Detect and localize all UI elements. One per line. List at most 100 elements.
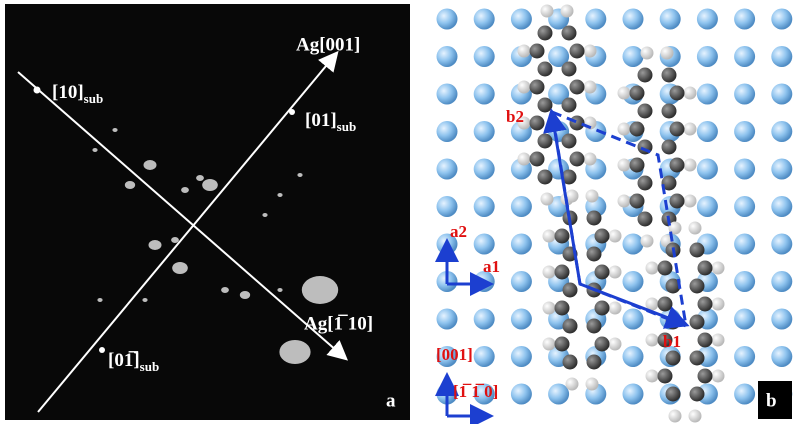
silver-atom [623,384,644,405]
direction-label: Ag[1̅ 10] [304,313,373,334]
carbon-atom [570,44,585,59]
carbon-atom [666,387,681,402]
carbon-atom [562,98,577,113]
hydrogen-atom [618,195,631,208]
silver-atom [623,46,644,67]
hydrogen-atom [641,47,654,60]
hydrogen-atom [712,298,725,311]
hydrogen-atom [646,370,659,383]
hydrogen-atom [712,262,725,275]
hydrogen-atom [684,159,697,172]
vector-label: b2 [506,107,524,126]
carbon-atom [638,104,653,119]
carbon-atom [658,369,673,384]
carbon-atom [587,247,602,262]
silver-atom [771,159,792,180]
silver-atom [511,271,532,292]
carbon-atom [563,319,578,334]
carbon-atom [587,355,602,370]
hydrogen-atom [543,302,556,315]
silver-atom [734,271,755,292]
figure: Ag[001] Ag[1̅ 10] [10]sub [01]sub [01̅]s… [0,0,797,424]
carbon-atom [538,134,553,149]
hydrogen-atom [618,87,631,100]
silver-atom [474,159,495,180]
carbon-atom [555,337,570,352]
silver-atom [437,9,458,30]
carbon-atom [658,297,673,312]
carbon-atom [670,122,685,137]
silver-atom [771,346,792,367]
silver-atom [548,384,569,405]
carbon-atom [698,369,713,384]
silver-atom [771,9,792,30]
silver-atom [437,309,458,330]
carbon-atom [670,194,685,209]
hydrogen-atom [541,5,554,18]
carbon-atom [690,279,705,294]
silver-atom [437,46,458,67]
silver-atom [511,309,532,330]
leed-spot [181,187,189,193]
molecule [618,47,697,248]
silver-atom [474,196,495,217]
spot-marker [99,347,105,353]
hydrogen-atom [518,153,531,166]
leed-spot [277,193,282,197]
carbon-atom [570,152,585,167]
spot-marker [289,109,295,115]
silver-atom [734,196,755,217]
hydrogen-atom [518,81,531,94]
carbon-atom [587,319,602,334]
hydrogen-atom [518,45,531,58]
silver-atom [474,84,495,105]
silver-atom [511,9,532,30]
hydrogen-atom [684,87,697,100]
leed-spot [144,160,157,170]
leed-spot [302,276,338,304]
carbon-atom [563,283,578,298]
silver-atom [437,159,458,180]
silver-atom [511,384,532,405]
hydrogen-atom [609,338,622,351]
silver-atom [697,159,718,180]
carbon-atom [670,86,685,101]
hydrogen-atom [609,302,622,315]
carbon-atom [595,265,610,280]
carbon-atom [530,80,545,95]
carbon-atom [538,62,553,77]
panel-label: a [386,390,396,411]
subscript: sub [337,119,357,134]
carbon-atom [662,68,677,83]
silver-atom [511,234,532,255]
silver-atom [771,46,792,67]
hydrogen-atom [689,410,702,423]
leed-spot [142,298,147,302]
silver-atom [660,9,681,30]
silver-atom [734,121,755,142]
carbon-atom [563,355,578,370]
carbon-atom [690,243,705,258]
hydrogen-atom [684,195,697,208]
silver-atom [437,84,458,105]
silver-atom [474,121,495,142]
leed-spot [202,179,218,191]
leed-spot [297,173,302,177]
hydrogen-atom [646,334,659,347]
hydrogen-atom [609,230,622,243]
hydrogen-atom [712,370,725,383]
molecules [518,5,725,423]
carbon-atom [538,98,553,113]
carbon-atom [555,229,570,244]
direction-label: [001] [436,345,473,364]
hydrogen-atom [586,190,599,203]
spot-marker [34,87,41,94]
hydrogen-atom [543,338,556,351]
carbon-atom [630,86,645,101]
carbon-atom [630,158,645,173]
page: Ag[001] Ag[1̅ 10] [10]sub [01]sub [01̅]s… [0,0,797,424]
silver-atom [697,9,718,30]
leed-spot [97,298,102,302]
leed-panel [5,4,410,420]
silver-atom [771,271,792,292]
